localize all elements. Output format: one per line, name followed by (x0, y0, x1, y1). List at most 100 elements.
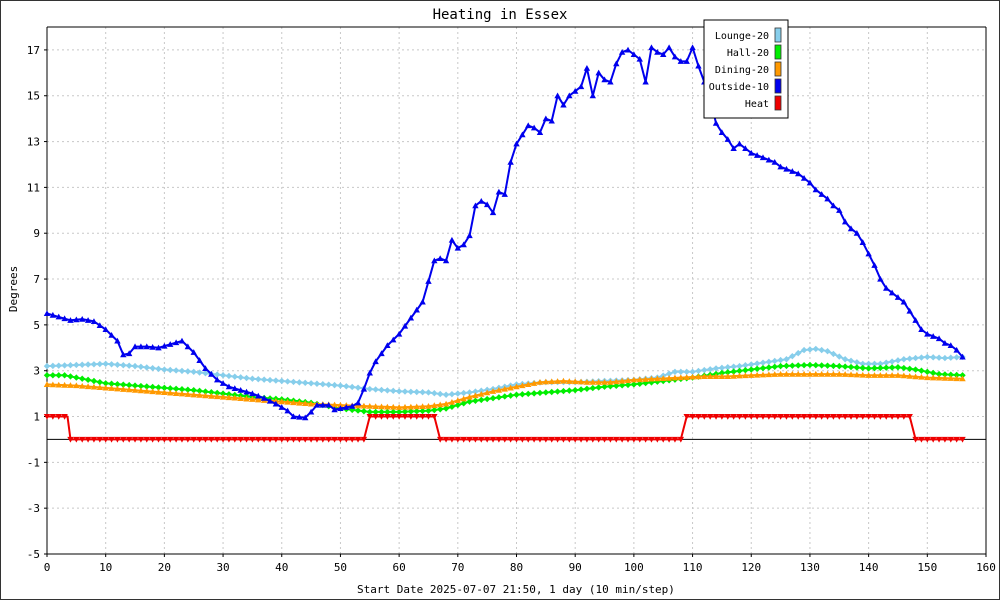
data-point (959, 375, 966, 382)
data-point (706, 373, 714, 379)
data-point (501, 393, 508, 400)
data-point (642, 436, 649, 443)
data-point (941, 374, 949, 381)
data-point (102, 436, 109, 443)
data-point (894, 364, 902, 371)
data-point (701, 373, 708, 379)
data-point (395, 408, 403, 416)
series-dining-20 (43, 370, 966, 410)
data-point (79, 436, 86, 443)
data-point (378, 386, 385, 394)
data-point (918, 373, 925, 380)
data-point (225, 436, 233, 443)
data-point (836, 413, 843, 420)
data-point (665, 436, 673, 443)
x-axis-label: Start Date 2025-07-07 21:50, 1 day (10 m… (357, 583, 675, 596)
data-point (618, 382, 626, 389)
data-point (49, 372, 57, 379)
data-point (542, 436, 550, 443)
data-point (589, 384, 596, 392)
data-point (125, 362, 133, 369)
data-point (290, 436, 297, 443)
data-point (748, 413, 755, 420)
data-point (865, 250, 872, 257)
data-point (724, 413, 731, 420)
data-point (84, 436, 92, 443)
data-point (495, 386, 503, 393)
data-point (824, 370, 831, 377)
data-point (507, 384, 514, 391)
data-point (360, 385, 368, 392)
data-point (167, 366, 174, 374)
data-point (149, 383, 156, 391)
data-point (630, 436, 638, 443)
x-tick-label: 40 (275, 561, 288, 574)
data-point (384, 387, 391, 394)
data-point (900, 364, 908, 372)
data-point (196, 436, 203, 443)
data-point (243, 374, 250, 382)
data-point (213, 376, 221, 383)
data-point (554, 378, 561, 384)
data-point (900, 356, 908, 363)
data-point (689, 413, 696, 420)
data-point (806, 361, 814, 369)
data-point (155, 365, 162, 373)
data-point (296, 379, 303, 386)
data-point (202, 365, 209, 371)
data-point (824, 413, 831, 420)
data-point (384, 342, 391, 349)
data-point (378, 408, 385, 416)
data-point (953, 375, 960, 382)
data-point (137, 343, 145, 350)
data-point (125, 386, 133, 393)
data-point (513, 383, 520, 390)
data-point (771, 357, 778, 365)
data-point (507, 436, 514, 443)
data-point (472, 202, 479, 209)
data-point (941, 436, 949, 443)
data-point (149, 344, 156, 350)
x-tick-label: 120 (741, 561, 761, 574)
data-point (73, 382, 80, 389)
data-point (137, 436, 145, 443)
data-point (795, 370, 802, 377)
data-point (830, 202, 837, 209)
data-point (894, 357, 902, 364)
data-point (900, 413, 908, 420)
data-point (437, 406, 444, 413)
data-point (478, 436, 485, 443)
data-point (624, 377, 632, 383)
data-point (255, 436, 262, 443)
data-point (853, 359, 861, 366)
data-point (407, 403, 415, 410)
grid-lines (47, 27, 987, 554)
data-point (571, 87, 579, 94)
data-point (865, 413, 872, 420)
data-point (742, 367, 749, 374)
data-point (401, 388, 409, 395)
data-point (102, 360, 109, 368)
data-point (319, 401, 327, 408)
data-point (583, 436, 591, 443)
data-point (225, 383, 233, 390)
data-point (489, 388, 497, 394)
series-line-heat (47, 415, 963, 441)
data-point (613, 382, 620, 390)
data-point (454, 244, 462, 251)
data-point (360, 402, 368, 409)
data-point (454, 397, 462, 404)
data-point (589, 92, 596, 99)
data-point (530, 436, 538, 443)
data-point (865, 372, 872, 378)
data-point (384, 403, 391, 410)
data-point (102, 380, 109, 387)
data-point (143, 436, 150, 443)
x-tick-label: 110 (683, 561, 703, 574)
data-point (607, 436, 614, 443)
data-point (90, 318, 98, 324)
data-point (231, 394, 238, 401)
data-point (906, 365, 913, 372)
data-point (483, 395, 491, 403)
data-point (448, 236, 456, 243)
